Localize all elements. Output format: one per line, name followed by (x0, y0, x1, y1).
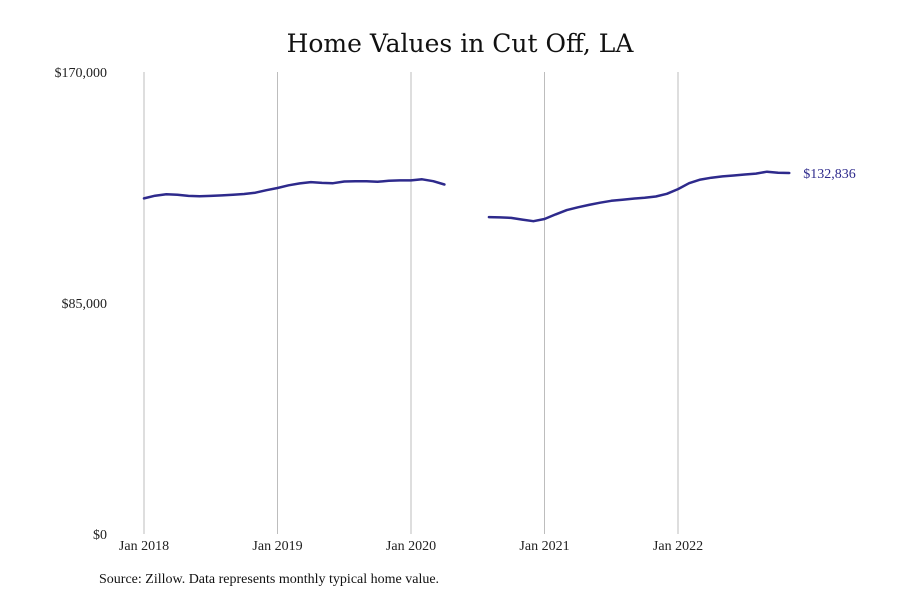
source-note: Source: Zillow. Data represents monthly … (99, 572, 440, 587)
y-tick-label: $85,000 (62, 297, 108, 312)
series-line (142, 178, 446, 200)
last-value-label: $132,836 (803, 167, 856, 182)
x-tick-label: Jan 2019 (252, 539, 302, 554)
x-axis-ticks: Jan 2018 Jan 2019 Jan 2020 Jan 2021 Jan 2022 (119, 539, 703, 554)
series-line (487, 170, 791, 223)
y-tick-label: $170,000 (55, 66, 108, 81)
x-tick-label: Jan 2020 (386, 539, 436, 554)
y-axis-ticks: $0 $85,000 $170,000 (55, 66, 108, 543)
y-tick-label: $0 (93, 528, 107, 543)
series-lines (142, 170, 791, 223)
x-tick-label: Jan 2022 (653, 539, 703, 554)
x-tick-label: Jan 2021 (519, 539, 569, 554)
x-tick-label: Jan 2018 (119, 539, 169, 554)
chart-title: Home Values in Cut Off, LA (287, 29, 635, 58)
x-gridlines (143, 72, 679, 534)
